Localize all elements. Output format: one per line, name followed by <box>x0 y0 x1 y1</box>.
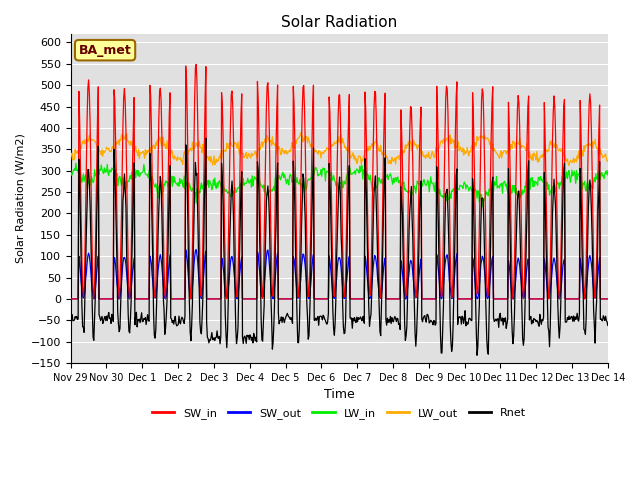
Text: BA_met: BA_met <box>79 44 131 57</box>
Y-axis label: Solar Radiation (W/m2): Solar Radiation (W/m2) <box>15 133 25 264</box>
Legend: SW_in, SW_out, LW_in, LW_out, Rnet: SW_in, SW_out, LW_in, LW_out, Rnet <box>148 404 531 423</box>
Title: Solar Radiation: Solar Radiation <box>281 15 397 30</box>
X-axis label: Time: Time <box>324 388 355 401</box>
